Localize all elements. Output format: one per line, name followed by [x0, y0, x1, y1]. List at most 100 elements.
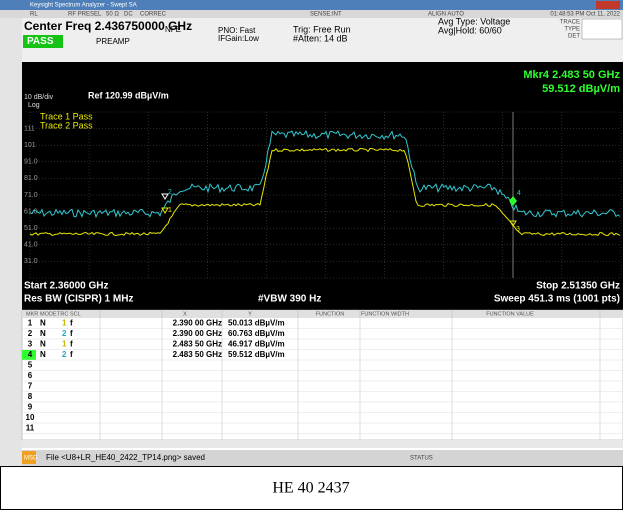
table-cell: 8	[28, 392, 33, 401]
start-freq: Start 2.36000 GHz	[24, 281, 109, 292]
pno: PNO: Fast	[218, 26, 256, 35]
trace2-legend: Trace 2 Pass	[40, 120, 93, 130]
status-rf-presel: RF PRESEL	[68, 12, 102, 18]
message-bar	[22, 450, 623, 466]
status-row	[0, 10, 623, 18]
column-header: MODE	[40, 311, 57, 317]
trig: Trig: Free Run	[293, 24, 351, 34]
table-cell: 3	[28, 340, 33, 349]
table-cell: 4	[28, 350, 33, 359]
preamp: PREAMP	[96, 37, 130, 46]
marker-table	[21, 309, 623, 441]
trace-1	[29, 147, 621, 237]
table-cell: 1	[62, 340, 67, 349]
marker-2-symbol	[161, 193, 169, 200]
table-cell: f	[70, 350, 73, 359]
marker-2-label: 2	[168, 189, 172, 196]
table-cell: 5	[28, 361, 33, 370]
table-header	[22, 310, 623, 318]
table-cell: 1	[28, 319, 33, 328]
marker-4-label: 4	[517, 190, 521, 197]
table-cell: 9	[28, 403, 33, 412]
trace1-legend: Trace 1 Pass	[40, 111, 93, 121]
nfe: NFE	[165, 25, 181, 34]
table-cell: 50.013 dBµV/m	[228, 319, 285, 328]
table-cell: 2	[28, 329, 33, 338]
rbw: Res BW (CISPR) 1 MHz	[24, 294, 133, 305]
y-label: 111	[24, 125, 35, 132]
caption: HE 40 2437	[272, 480, 349, 497]
table-cell: 2	[62, 350, 67, 359]
table-cell: 2.390 00 GHz	[173, 329, 222, 338]
avg-hold: Avg|Hold: 60/60	[438, 25, 502, 35]
table-body: MKR MODE TRC SCL X Y FUNCTION FUNCTION WIDTH FUN…	[22, 310, 623, 440]
det-label: DET	[568, 34, 580, 40]
title-bar	[0, 0, 623, 10]
table-cell: f	[70, 340, 73, 349]
ifgain: IFGain:Low	[218, 34, 259, 43]
table-cell: N	[40, 329, 46, 338]
table-cell: 59.512 dBµV/m	[228, 350, 285, 359]
marker-level: 59.512 dBµV/m	[542, 83, 620, 95]
table-cell: 10	[26, 413, 35, 422]
column-header: X	[183, 311, 187, 317]
atten: #Atten: 14 dB	[293, 33, 348, 43]
table-cell: f	[70, 319, 73, 328]
status-impedance: 50 Ω	[106, 12, 119, 18]
scrollbar[interactable]	[22, 440, 623, 448]
center-freq: Center Freq 2.436750000 GHz	[24, 19, 192, 33]
log: Log	[28, 102, 40, 109]
header-panel	[0, 18, 623, 62]
table-cell: 1	[62, 319, 67, 328]
status-rl: RL	[30, 12, 38, 18]
y-label: 41.0	[24, 242, 38, 249]
column-header: MKR	[26, 311, 38, 317]
stop-freq: Stop 2.51350 GHz	[536, 281, 620, 292]
marker-3-label: 3	[516, 226, 520, 233]
y-label: 61.0	[24, 208, 38, 215]
trace-type-box	[581, 18, 623, 40]
msg-box	[22, 451, 36, 464]
table-cell: 2.390 00 GHz	[173, 319, 222, 328]
table-cell: N	[40, 319, 46, 328]
type-label: TYPE	[564, 27, 580, 33]
y-label: 91.0	[24, 159, 38, 166]
table-cell: 2.483 50 GHz	[173, 350, 222, 359]
marker-1-symbol	[161, 207, 169, 214]
plot-area	[22, 62, 623, 310]
y-label: 81.0	[24, 175, 38, 182]
status-correc: CORREC	[140, 12, 167, 18]
marker-freq: Mkr4 2.483 50 GHz	[523, 69, 620, 81]
column-header: Y	[248, 311, 252, 317]
active-row-marker	[22, 350, 36, 360]
caption-box	[0, 466, 623, 510]
vbw: #VBW 390 Hz	[258, 294, 321, 305]
pass-box	[23, 35, 63, 48]
column-header: FUNCTION VALUE	[486, 311, 534, 317]
table-cell: 60.763 dBµV/m	[228, 329, 285, 338]
column-header: SCL	[70, 311, 81, 317]
msg-label: MSG	[24, 456, 38, 462]
sweep: Sweep 451.3 ms (1001 pts)	[494, 294, 620, 305]
trace-2	[29, 129, 621, 219]
table-cell: 11	[26, 424, 35, 433]
msg-text: File <U8+LR_HE40_2422_TP14.png> saved	[46, 453, 205, 462]
scale: 10 dB/div	[24, 94, 54, 101]
trace-label: TRACE	[560, 20, 580, 26]
window-title: Keysight Spectrum Analyzer - Swept SA	[30, 3, 137, 9]
table-cell: 2.483 50 GHz	[173, 340, 222, 349]
column-header: FUNCTION WIDTH	[361, 311, 409, 317]
status-label: STATUS	[410, 456, 433, 462]
table-cell: 7	[28, 382, 33, 391]
table-cell: f	[70, 329, 73, 338]
table-cell: 2	[62, 329, 67, 338]
close-button[interactable]	[596, 1, 620, 9]
y-label: 51.0	[24, 225, 38, 232]
marker-1-label: 1	[168, 207, 172, 214]
column-header: TRC	[57, 311, 68, 317]
marker-4-symbol	[509, 196, 517, 206]
column-header: FUNCTION	[316, 311, 344, 317]
ref-level: Ref 120.99 dBµV/m	[88, 90, 169, 100]
status-coupling: DC	[124, 12, 133, 18]
